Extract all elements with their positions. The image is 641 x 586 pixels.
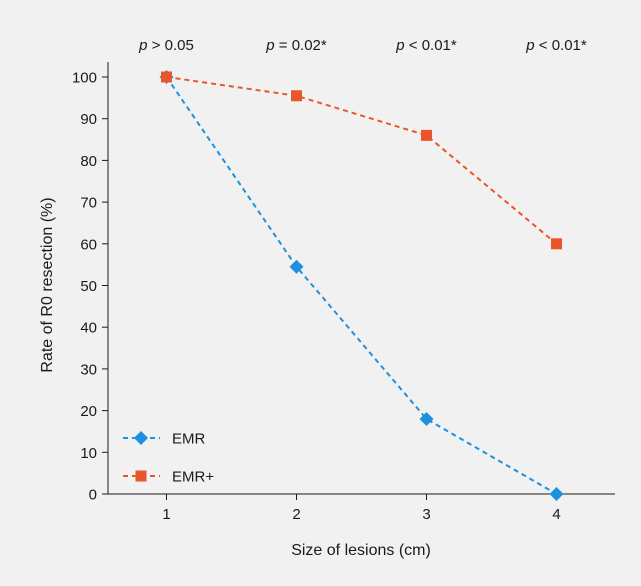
axes: 0 10 20 30 40 50 60 70 80 90 100 1 2 3 4 [72, 62, 615, 523]
legend: EMR EMR+ [123, 431, 214, 486]
data-point-1-3 [419, 411, 434, 426]
p-value-label-1: p > 0.05 [138, 37, 194, 54]
data-point-2-3 [421, 129, 432, 141]
data-point-1-4 [549, 487, 564, 501]
series-emr-plus [161, 71, 562, 250]
x-tick-label-1: 1 [162, 506, 170, 523]
y-tick-label-10: 10 [80, 445, 97, 462]
data-point-2-2 [291, 90, 302, 102]
y-tick-label-0: 0 [89, 487, 97, 504]
p-value-label-2: p = 0.02* [265, 37, 327, 54]
x-tick-label-2: 2 [292, 506, 300, 523]
y-axis-label: Rate of R0 resection (%) [39, 197, 56, 372]
y-tick-label-50: 50 [80, 278, 97, 295]
p-value-label-3: p < 0.01* [395, 37, 457, 54]
legend-label-2: EMR+ [172, 469, 214, 486]
data-point-2-4 [551, 238, 562, 250]
x-tick-label-4: 4 [552, 506, 560, 523]
legend-marker-2 [135, 470, 147, 482]
series-line-2 [166, 76, 558, 245]
y-tick-label-20: 20 [80, 403, 97, 420]
data-point-2-1 [161, 71, 172, 83]
legend-label-1: EMR [172, 431, 206, 448]
x-axis-label: Size of lesions (cm) [291, 542, 431, 559]
x-tick-label-3: 3 [422, 506, 430, 523]
y-tick-label-80: 80 [80, 153, 97, 170]
y-tick-label-90: 90 [80, 111, 97, 128]
y-tick-label-40: 40 [80, 320, 97, 337]
y-tick-label-30: 30 [80, 361, 97, 378]
p-value-annotations: p > 0.05 p = 0.02* p < 0.01* p < 0.01* [138, 37, 587, 54]
series-layer [159, 70, 564, 501]
p-value-label-4: p < 0.01* [525, 37, 587, 54]
y-tick-label-100: 100 [72, 70, 97, 87]
data-point-1-2 [289, 259, 304, 274]
y-tick-label-60: 60 [80, 236, 97, 253]
legend-marker-1 [134, 431, 148, 445]
y-tick-label-70: 70 [80, 195, 97, 212]
series-emr [159, 70, 564, 501]
series-line-1 [165, 76, 558, 495]
